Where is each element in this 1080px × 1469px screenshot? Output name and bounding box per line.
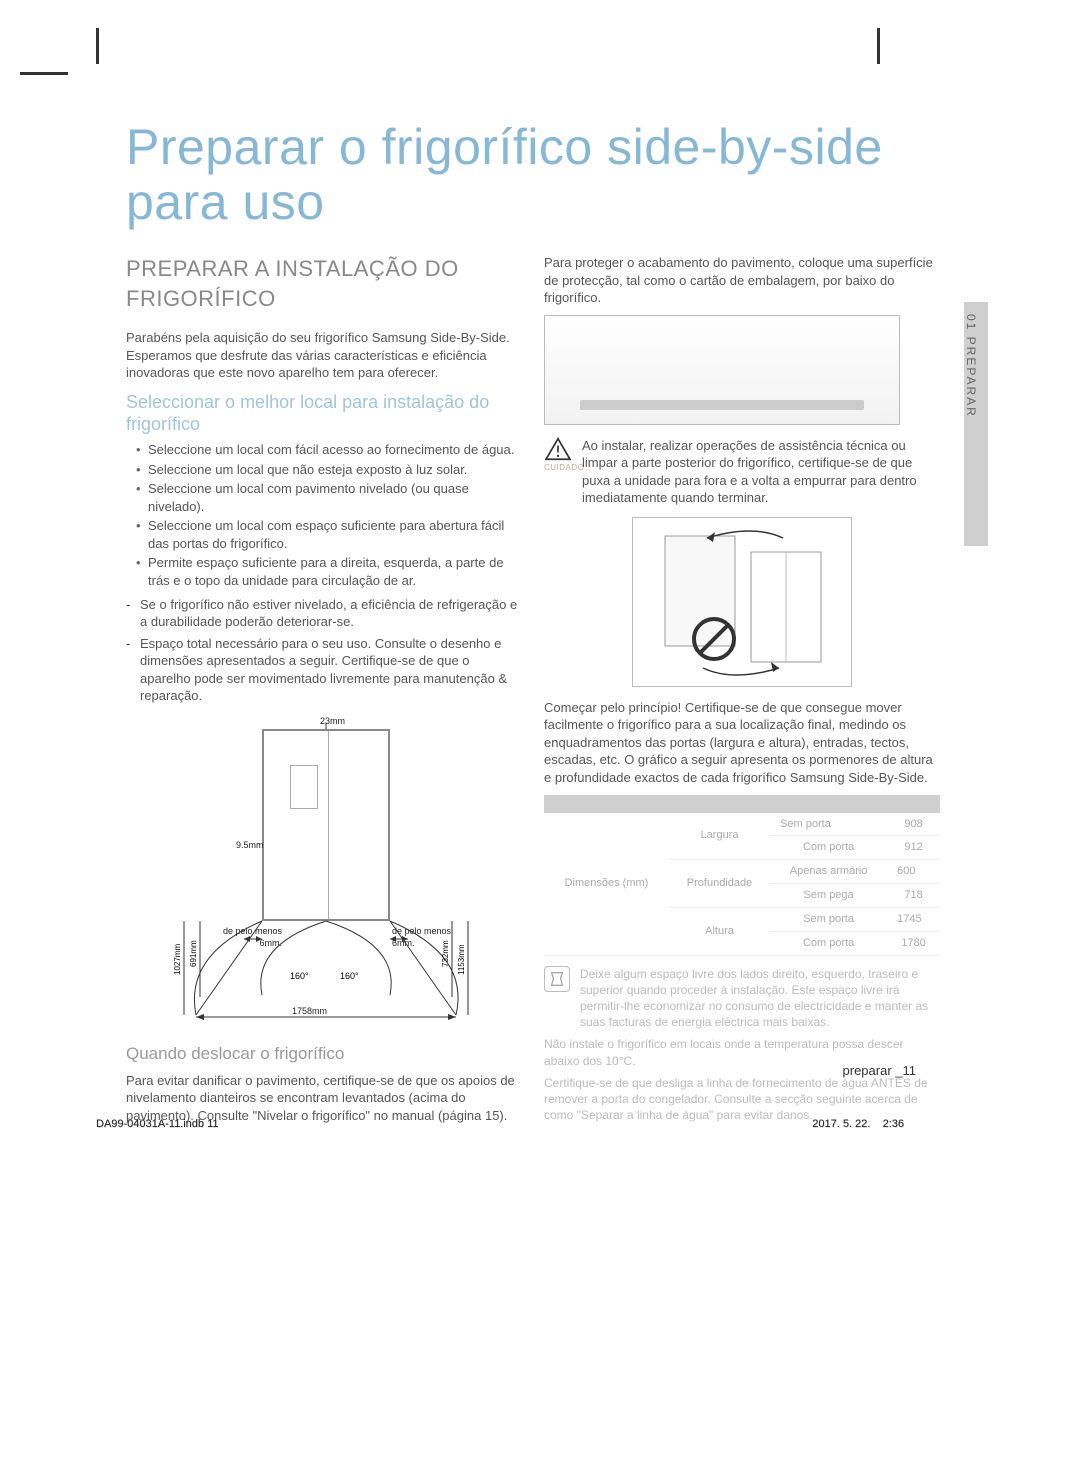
water-line-note: Certifique-se de que desliga a linha de … [544, 1075, 940, 1124]
footer-file: DA99-04031A-11.indb 11 [96, 1118, 219, 1130]
cardboard-strip [580, 400, 863, 410]
table-group-label: Dimensões (mm) [544, 813, 669, 956]
info-icon [544, 966, 570, 992]
footer: DA99-04031A-11.indb 11 2017. 5. 22. 2:36 [96, 1118, 904, 1130]
table-cat: Profundidade [669, 860, 770, 908]
table-sub: Sem pega [770, 884, 887, 908]
page: Preparar o frigorífico side-by-side para… [0, 0, 1080, 1162]
table-val: 718 [887, 884, 940, 908]
dash-note: Espaço total necessário para o seu uso. … [126, 635, 522, 705]
location-bullets: Seleccione um local com fácil acesso ao … [126, 441, 522, 589]
svg-text:732mm: 732mm [441, 940, 450, 967]
list-item: Permite espaço suficiente para a direita… [138, 554, 522, 589]
left-column: PREPARAR A INSTALAÇÃO DO FRIGORÍFICO Par… [126, 254, 522, 1132]
right-column: Para proteger o acabamento do pavimento,… [544, 254, 940, 1132]
table-header-bar [544, 795, 940, 813]
table-sub: Sem porta [770, 813, 887, 836]
table-val: 600 [887, 860, 940, 884]
dim-total-width: 1758mm [292, 1005, 327, 1017]
moving-heading: Quando deslocar o frigorífico [126, 1043, 522, 1066]
table-sub: Com porta [770, 836, 887, 860]
protect-floor-paragraph: Para proteger o acabamento do pavimento,… [544, 254, 940, 307]
svg-text:160°: 160° [290, 971, 309, 981]
content-columns: PREPARAR A INSTALAÇÃO DO FRIGORÍFICO Par… [126, 254, 990, 1132]
caution-icon: CUIDADO [544, 437, 572, 474]
list-item: Seleccione um local com fácil acesso ao … [138, 441, 522, 459]
footer-time: 2:36 [883, 1118, 904, 1130]
svg-text:1027mm: 1027mm [173, 943, 182, 974]
section-tab-label: 01 PREPARAR [964, 302, 978, 418]
page-title: Preparar o frigorífico side-by-side para… [126, 120, 990, 230]
dimensions-table: Dimensões (mm) Largura Sem porta 908 Com… [544, 795, 940, 956]
moving-paragraph: Para evitar danificar o pavimento, certi… [126, 1072, 522, 1125]
caution-text: Ao instalar, realizar operações de assis… [582, 437, 940, 507]
door-swing-arcs: 160° 160° 1027mm 691mm 732mm 1153mm [144, 715, 504, 1025]
intro-paragraph: Parabéns pela aquisição do seu frigorífi… [126, 329, 522, 382]
table-cat: Largura [669, 813, 770, 860]
svg-text:160°: 160° [340, 971, 359, 981]
dash-note: Se o frigorífico não estiver nivelado, a… [126, 596, 522, 631]
list-item: Seleccione um local que não esteja expos… [138, 461, 522, 479]
dimension-diagram: 23mm 9.5mm de pelo menos 6mm. de pelo me… [144, 715, 504, 1025]
caution-block: CUIDADO Ao instalar, realizar operações … [544, 437, 940, 507]
footer-date: 2017. 5. 22. [812, 1118, 870, 1130]
start-paragraph: Começar pelo princípio! Certifique-se de… [544, 699, 940, 787]
info-text: Deixe algum espaço livre dos lados direi… [580, 966, 940, 1031]
section-tab: 01 PREPARAR [964, 302, 988, 546]
table-sub: Com porta [770, 931, 887, 955]
push-pull-diagram [633, 518, 853, 688]
table-val: 1745 [887, 907, 940, 931]
select-location-heading: Seleccionar o melhor local para instalaç… [126, 392, 522, 435]
caution-label: CUIDADO [544, 463, 572, 474]
install-heading: PREPARAR A INSTALAÇÃO DO FRIGORÍFICO [126, 254, 522, 313]
list-item: Seleccione um local com pavimento nivela… [138, 480, 522, 515]
table-sub: Apenas armário [770, 860, 887, 884]
pull-out-illustration [632, 517, 852, 687]
table-val: 1780 [887, 931, 940, 955]
table-cat: Altura [669, 907, 770, 955]
table-sub: Sem porta [770, 907, 887, 931]
table-row: Dimensões (mm) Largura Sem porta 908 [544, 813, 940, 836]
list-item: Seleccione um local com espaço suficient… [138, 517, 522, 552]
page-number: preparar _11 [843, 1063, 916, 1078]
svg-text:691mm: 691mm [189, 940, 198, 967]
info-block: Deixe algum espaço livre dos lados direi… [544, 966, 940, 1031]
prohibited-icon [691, 616, 737, 662]
floor-protection-illustration [544, 315, 900, 425]
svg-text:1153mm: 1153mm [457, 944, 466, 975]
table-val: 912 [887, 836, 940, 860]
table-val: 908 [887, 813, 940, 836]
